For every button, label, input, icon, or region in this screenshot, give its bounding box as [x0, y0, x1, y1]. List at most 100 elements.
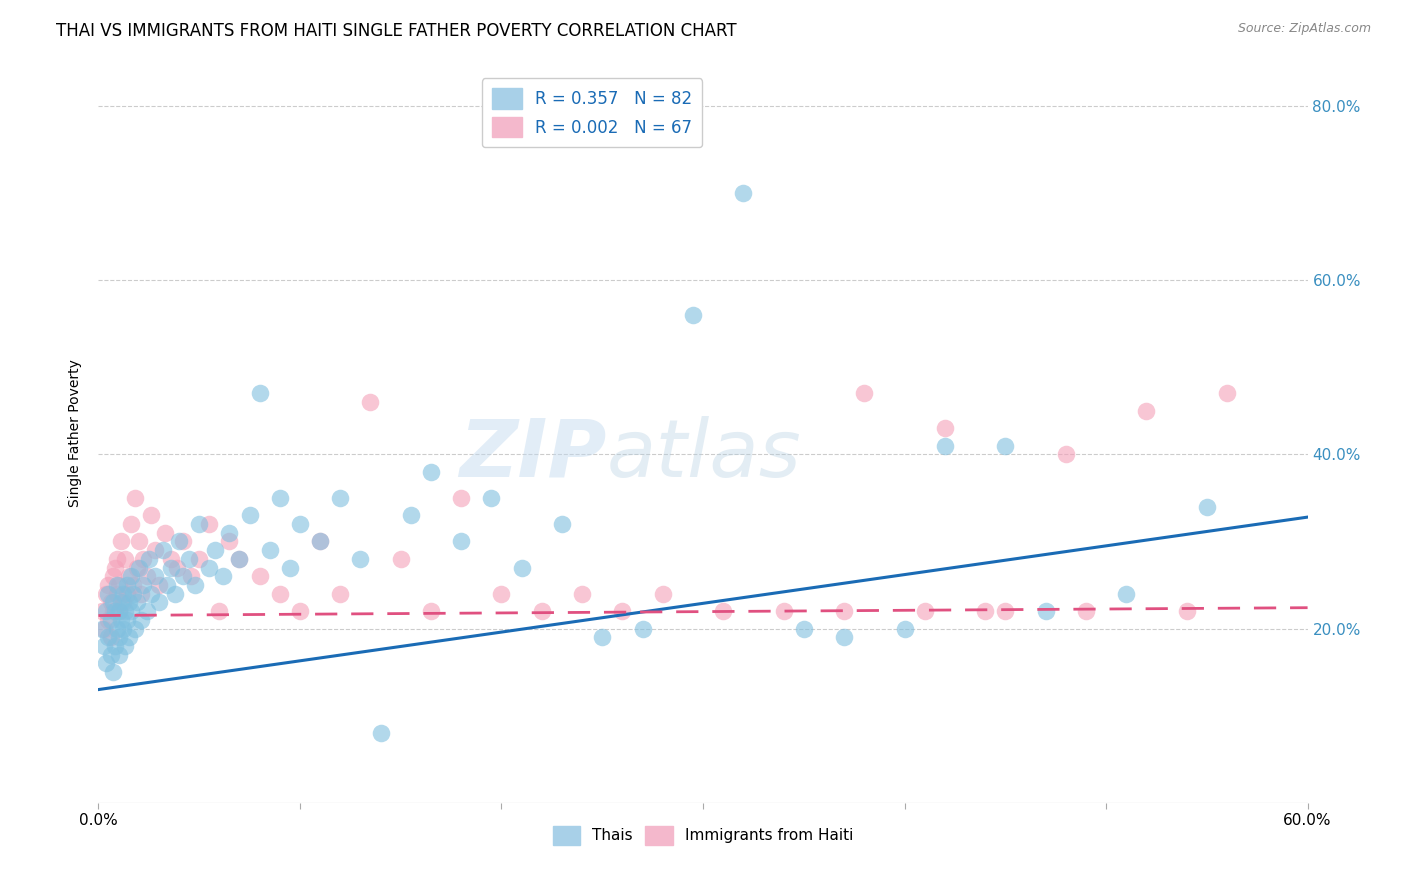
Point [97, 630, 120, 644]
Point [172, 569, 194, 583]
Point [389, 552, 412, 566]
Point [96, 604, 118, 618]
Point [160, 560, 183, 574]
Point [105, 622, 128, 636]
Point [994, 439, 1017, 453]
Point [111, 587, 134, 601]
Point [110, 534, 132, 549]
Point [107, 630, 129, 644]
Point [934, 439, 956, 453]
Point [139, 587, 162, 601]
Point [107, 604, 129, 618]
Point [156, 578, 179, 592]
Point [160, 552, 183, 566]
Point [110, 613, 132, 627]
Point [118, 630, 141, 644]
Point [121, 578, 143, 592]
Point [249, 569, 271, 583]
Point [530, 604, 553, 618]
Point [148, 578, 170, 592]
Point [450, 491, 472, 505]
Point [114, 639, 136, 653]
Point [120, 569, 142, 583]
Point [179, 552, 201, 566]
Point [481, 491, 503, 505]
Point [212, 569, 235, 583]
Point [551, 517, 574, 532]
Point [120, 517, 142, 532]
Point [120, 604, 142, 618]
Point [510, 560, 533, 574]
Point [914, 604, 936, 618]
Point [118, 569, 141, 583]
Point [128, 560, 150, 574]
Point [218, 525, 240, 540]
Point [360, 395, 382, 409]
Point [1195, 500, 1218, 514]
Point [143, 543, 166, 558]
Point [1054, 447, 1077, 461]
Point [111, 622, 134, 636]
Point [329, 491, 352, 505]
Point [105, 552, 128, 566]
Point [128, 534, 150, 549]
Point [124, 491, 146, 505]
Point [101, 595, 124, 609]
Point [651, 587, 673, 601]
Point [172, 534, 194, 549]
Point [148, 595, 170, 609]
Point [166, 560, 188, 574]
Point [420, 604, 443, 618]
Text: atlas: atlas [606, 416, 801, 494]
Point [1175, 604, 1198, 618]
Point [115, 613, 138, 627]
Point [612, 604, 634, 618]
Point [198, 560, 221, 574]
Point [571, 587, 593, 601]
Point [124, 622, 146, 636]
Point [105, 587, 128, 601]
Point [135, 569, 157, 583]
Point [1216, 386, 1239, 401]
Point [278, 560, 301, 574]
Point [103, 604, 125, 618]
Point [349, 552, 371, 566]
Point [115, 587, 138, 601]
Point [793, 622, 815, 636]
Point [239, 508, 262, 523]
Point [167, 534, 190, 549]
Point [125, 560, 148, 574]
Point [184, 578, 207, 592]
Point [114, 604, 136, 618]
Point [631, 622, 654, 636]
Text: ZIP: ZIP [458, 416, 606, 494]
Point [93, 622, 115, 636]
Point [101, 604, 124, 618]
Point [591, 630, 613, 644]
Point [450, 534, 472, 549]
Point [118, 595, 141, 609]
Point [832, 604, 855, 618]
Point [132, 578, 155, 592]
Point [138, 552, 160, 566]
Point [114, 552, 136, 566]
Point [100, 648, 122, 662]
Point [228, 552, 250, 566]
Point [100, 630, 122, 644]
Point [269, 491, 291, 505]
Point [370, 726, 392, 740]
Point [101, 569, 124, 583]
Point [711, 604, 734, 618]
Point [129, 613, 152, 627]
Point [249, 386, 271, 401]
Point [188, 552, 211, 566]
Point [91, 604, 114, 618]
Point [153, 525, 176, 540]
Point [111, 595, 134, 609]
Point [188, 517, 211, 532]
Point [832, 630, 855, 644]
Point [288, 604, 311, 618]
Point [139, 508, 162, 523]
Point [107, 648, 129, 662]
Point [110, 595, 132, 609]
